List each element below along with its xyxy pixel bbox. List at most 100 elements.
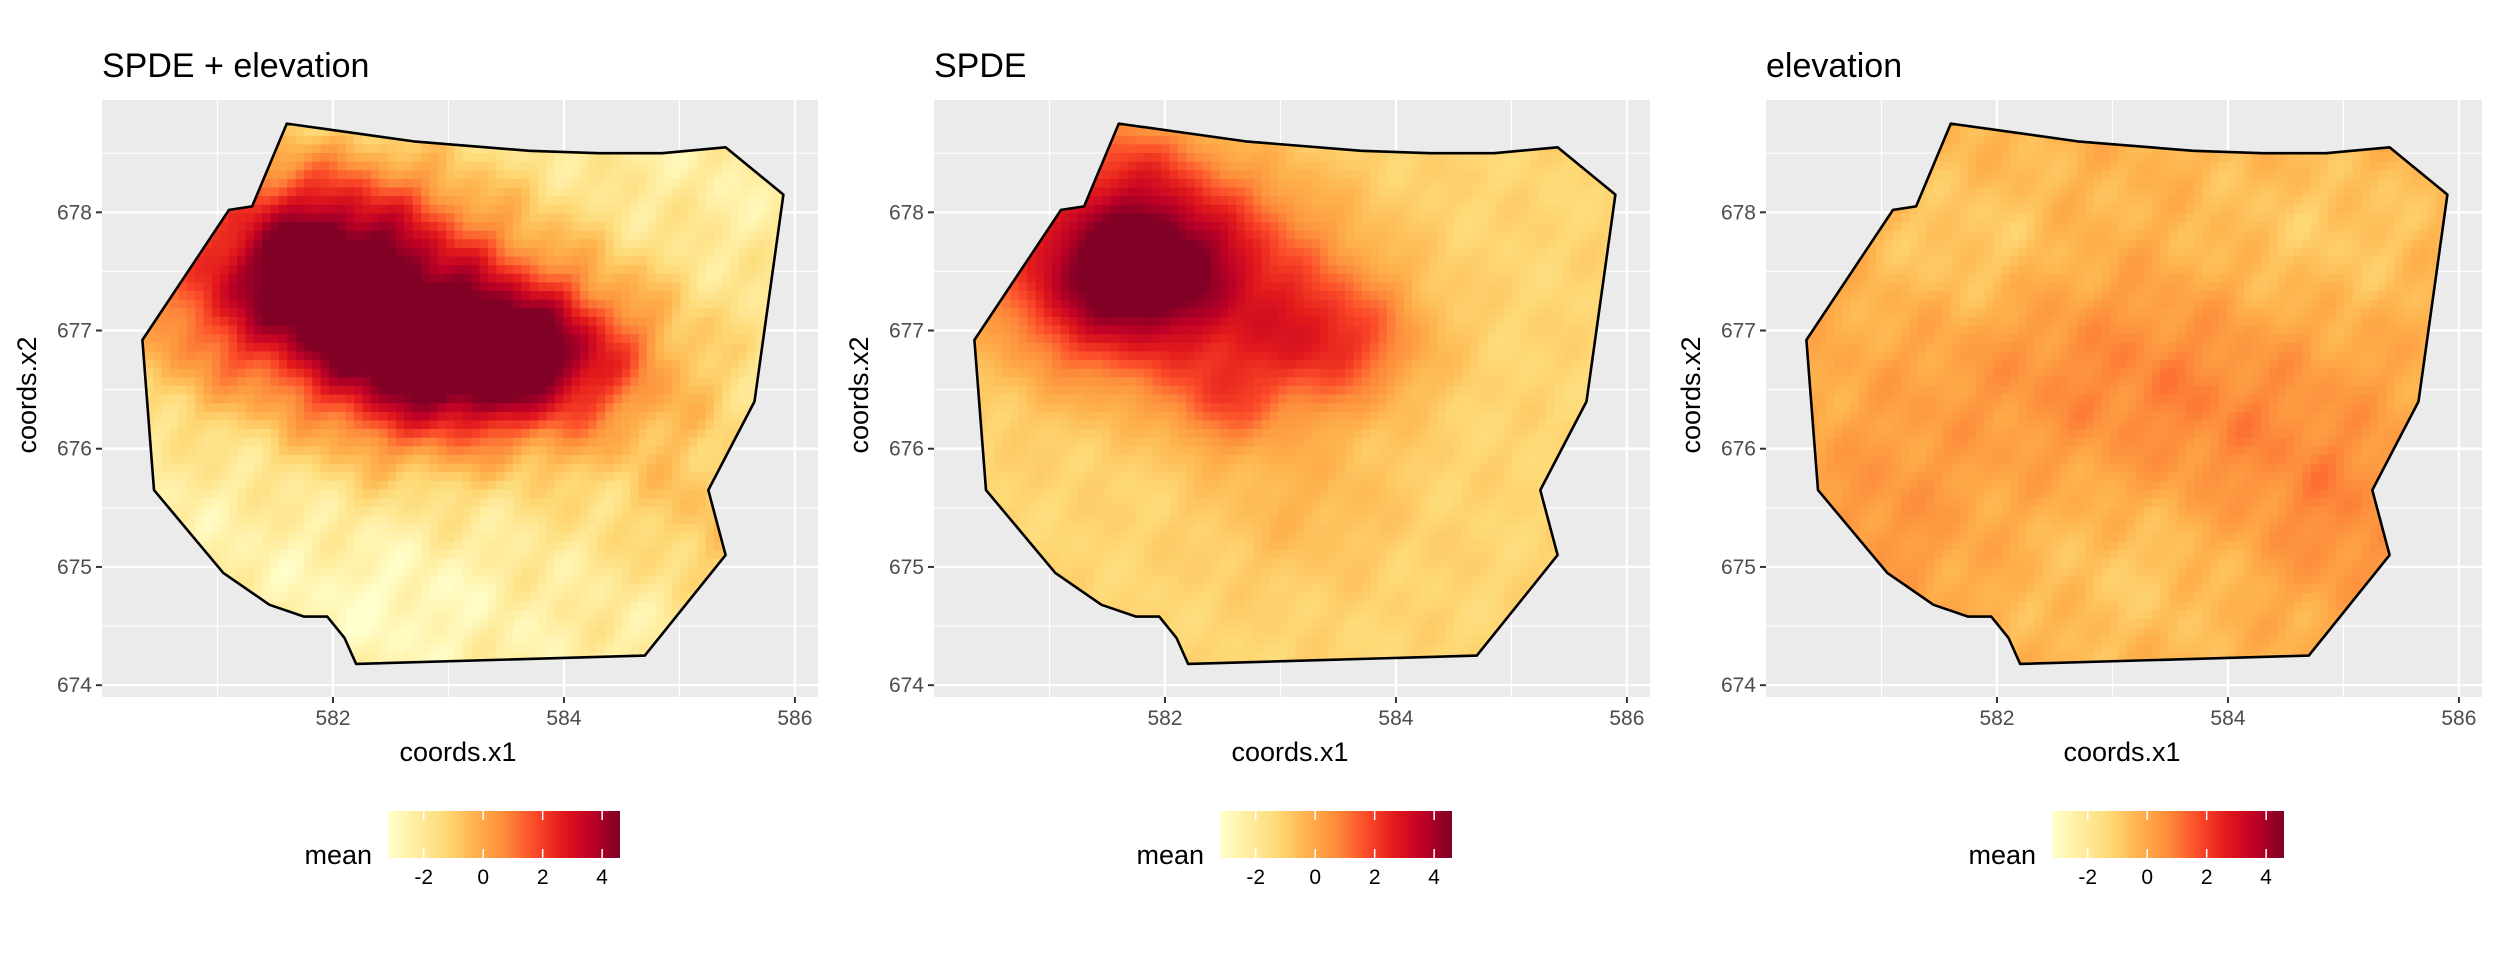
- heatmap-cell: [521, 471, 531, 481]
- heatmap-cell: [396, 626, 406, 637]
- heatmap-cell: [396, 523, 406, 533]
- heatmap-cell: [488, 160, 498, 171]
- heatmap-cell: [488, 264, 498, 274]
- heatmap-cell: [379, 635, 389, 645]
- heatmap-cell: [446, 497, 456, 507]
- heatmap-cell: [672, 376, 682, 386]
- heatmap-cell: [211, 316, 222, 326]
- heatmap-cell: [421, 566, 431, 576]
- heatmap-cell: [630, 255, 640, 266]
- heatmap-cell: [228, 411, 238, 421]
- heatmap-cell: [262, 540, 272, 550]
- heatmap-cell: [663, 402, 673, 412]
- heatmap-cell: [337, 186, 347, 197]
- heatmap-cell: [563, 480, 573, 490]
- heatmap-cell: [705, 324, 715, 335]
- heatmap-cell: [638, 618, 648, 628]
- heatmap-cell: [362, 445, 372, 455]
- heatmap-cell: [571, 298, 581, 309]
- heatmap-cell: [680, 480, 690, 490]
- heatmap-cell: [312, 376, 322, 386]
- heatmap-cell: [329, 385, 339, 395]
- heatmap-cell: [621, 566, 631, 576]
- heatmap-cell: [588, 454, 598, 464]
- heatmap-cell: [320, 454, 330, 464]
- heatmap-cell: [253, 281, 263, 291]
- heatmap-cell: [722, 247, 732, 257]
- heatmap-cell: [354, 549, 364, 559]
- heatmap-cell: [672, 574, 682, 585]
- heatmap-cell: [538, 618, 548, 628]
- heatmap-cell: [387, 488, 397, 499]
- heatmap-cell: [738, 316, 749, 326]
- heatmap-cell: [496, 229, 506, 240]
- heatmap-cell: [479, 350, 489, 360]
- heatmap-cell: [571, 316, 581, 326]
- heatmap-cell: [211, 298, 222, 309]
- heatmap-cell: [454, 411, 464, 421]
- heatmap-cell: [596, 480, 606, 490]
- heatmap-cell: [554, 488, 565, 499]
- heatmap-cell: [412, 247, 422, 257]
- heatmap-cell: [462, 600, 473, 611]
- heatmap-cell: [605, 255, 615, 266]
- heatmap-cell: [471, 600, 481, 611]
- heatmap-cell: [303, 445, 314, 455]
- heatmap-cell: [529, 367, 539, 378]
- heatmap-cell: [396, 186, 406, 197]
- heatmap-cell: [320, 333, 330, 343]
- heatmap-cell: [722, 324, 732, 335]
- heatmap-cell: [688, 186, 698, 197]
- heatmap-cell: [663, 574, 673, 585]
- heatmap-cell: [337, 523, 347, 533]
- heatmap-cell: [329, 152, 339, 162]
- heatmap-cell: [663, 557, 673, 568]
- heatmap-cell: [404, 514, 414, 524]
- heatmap-cell: [404, 635, 414, 645]
- heatmap-cell: [329, 342, 339, 352]
- heatmap-cell: [688, 428, 698, 438]
- heatmap-cell: [437, 186, 447, 197]
- heatmap-cell: [605, 307, 615, 317]
- heatmap-cell: [513, 195, 523, 205]
- heatmap-cell: [630, 290, 640, 300]
- heatmap-cell: [186, 350, 196, 360]
- heatmap-cell: [203, 480, 213, 490]
- heatmap-cell: [479, 557, 489, 568]
- heatmap-cell: [220, 281, 230, 291]
- heatmap-cell: [630, 549, 640, 559]
- heatmap-cell: [245, 359, 255, 369]
- heatmap-cell: [738, 221, 749, 231]
- heatmap-cell: [605, 471, 615, 481]
- heatmap-cell: [404, 247, 414, 257]
- heatmap-cell: [605, 592, 615, 602]
- heatmap-cell: [228, 566, 238, 576]
- heatmap-cell: [504, 333, 514, 343]
- heatmap-cell: [504, 626, 514, 637]
- heatmap-cell: [571, 186, 581, 197]
- heatmap-cell: [538, 195, 548, 205]
- heatmap-cell: [471, 566, 481, 576]
- heatmap-cell: [287, 264, 297, 274]
- heatmap-cell: [588, 618, 598, 628]
- heatmap-cell: [613, 462, 623, 473]
- heatmap-cell: [471, 281, 481, 291]
- heatmap-cell: [563, 454, 573, 464]
- heatmap-cell: [488, 609, 498, 619]
- heatmap-cell: [412, 557, 422, 568]
- heatmap-cell: [688, 402, 698, 412]
- heatmap-cell: [354, 540, 364, 550]
- heatmap-cell: [705, 307, 715, 317]
- heatmap-cell: [287, 462, 297, 473]
- heatmap-cell: [605, 264, 615, 274]
- heatmap-cell: [303, 298, 314, 309]
- heatmap-cell: [688, 471, 698, 481]
- heatmap-cell: [488, 592, 498, 602]
- heatmap-cell: [429, 652, 439, 662]
- heatmap-cell: [663, 333, 673, 343]
- heatmap-cell: [437, 445, 447, 455]
- heatmap-cell: [655, 273, 665, 283]
- heatmap-cell: [554, 549, 565, 559]
- heatmap-cell: [546, 592, 556, 602]
- heatmap-cell: [479, 505, 489, 516]
